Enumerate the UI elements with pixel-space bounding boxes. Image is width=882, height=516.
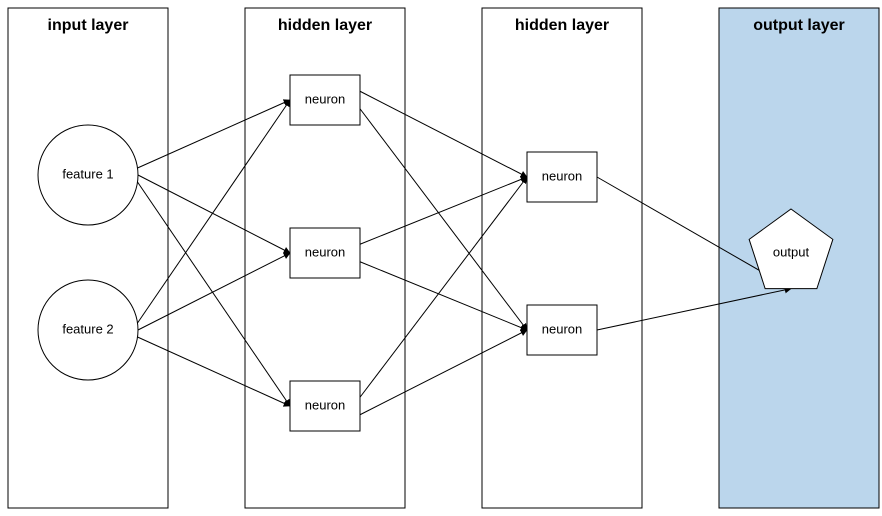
node-label-h2b: neuron	[542, 321, 582, 336]
node-label-h1c: neuron	[305, 397, 345, 412]
node-h2b: neuron	[527, 305, 597, 355]
node-label-f1: feature 1	[62, 166, 113, 181]
node-label-h1b: neuron	[305, 244, 345, 259]
node-label-out: output	[773, 244, 810, 259]
node-h1b: neuron	[290, 228, 360, 278]
node-h1a: neuron	[290, 75, 360, 125]
node-label-h2a: neuron	[542, 168, 582, 183]
layer-title-hidden2: hidden layer	[515, 17, 609, 34]
node-h2a: neuron	[527, 152, 597, 202]
node-f2: feature 2	[38, 280, 138, 380]
layer-panel-input	[8, 8, 168, 508]
node-label-f2: feature 2	[62, 321, 113, 336]
layer-title-output: output layer	[753, 17, 845, 34]
layer-title-input: input layer	[48, 17, 129, 34]
node-label-h1a: neuron	[305, 91, 345, 106]
layer-title-hidden1: hidden layer	[278, 17, 372, 34]
neural-network-diagram: input layer hidden layer hidden layer outpu…	[0, 0, 882, 516]
edges	[138, 91, 791, 415]
node-f1: feature 1	[38, 125, 138, 225]
node-h1c: neuron	[290, 381, 360, 431]
layer-panel-hidden2	[482, 8, 642, 508]
layer-panels: input layer hidden layer hidden layer outpu…	[8, 8, 879, 508]
